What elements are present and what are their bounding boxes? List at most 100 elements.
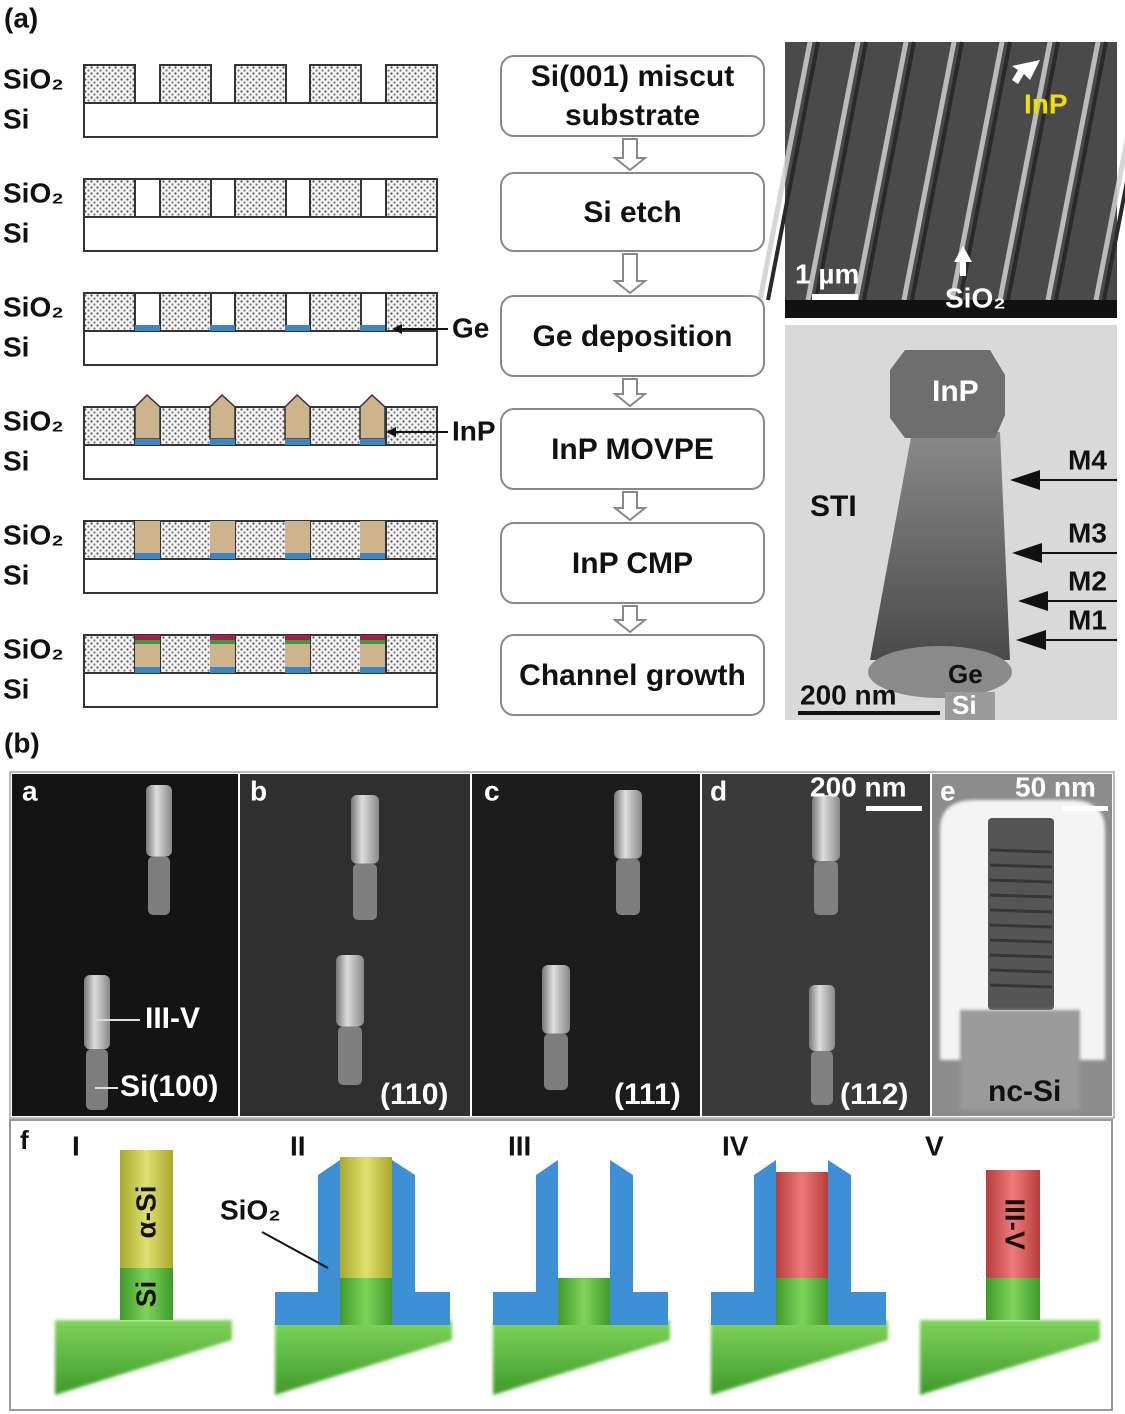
ge-layer xyxy=(285,439,310,445)
oxide-block xyxy=(309,406,362,446)
oxide-block xyxy=(83,178,136,218)
ge-layer xyxy=(285,667,310,673)
nanowire xyxy=(614,790,642,859)
sem-fin xyxy=(757,41,813,301)
nanowire-base xyxy=(811,1051,833,1105)
asi-pillar xyxy=(340,1157,392,1278)
sem-label: InP xyxy=(1024,88,1068,119)
scale-bar xyxy=(812,294,858,300)
oxide-wall xyxy=(392,1160,415,1325)
oxide-block xyxy=(385,292,438,332)
sem-fin xyxy=(853,41,909,301)
layer-label: III-V xyxy=(1000,1198,1031,1250)
scale-bar xyxy=(798,711,940,715)
inp-fill xyxy=(360,643,385,667)
marker-head xyxy=(1018,591,1048,611)
nanowire-base xyxy=(86,1049,108,1110)
sem-fin xyxy=(1045,41,1101,301)
oxide-label: SiO₂ xyxy=(3,177,64,208)
image-label: c xyxy=(484,775,500,806)
step-numeral: I xyxy=(72,1130,80,1161)
sem-fin-shadow xyxy=(910,41,964,301)
tem-label: Ge xyxy=(948,659,983,689)
panel-label: (b) xyxy=(4,727,40,758)
si-substrate xyxy=(83,672,438,708)
nanowire xyxy=(84,975,110,1050)
inp-fill xyxy=(359,393,386,440)
oxide-label: SiO₂ xyxy=(3,633,64,664)
inp-fill xyxy=(285,643,310,667)
oxide-block xyxy=(234,406,287,446)
ge-layer xyxy=(135,325,160,331)
tem-defect xyxy=(989,893,1053,899)
oxide-block xyxy=(234,520,287,560)
oxide-block xyxy=(83,64,136,104)
tem-defect xyxy=(989,878,1053,884)
inp-fill xyxy=(210,521,235,553)
oxide-block xyxy=(159,406,212,446)
oxide-block xyxy=(234,634,287,674)
oxide-block xyxy=(309,292,362,332)
flow-arrow xyxy=(612,138,648,172)
layer-label: Si xyxy=(130,1281,161,1307)
asi-pillar xyxy=(120,1150,173,1268)
tem-defect xyxy=(989,953,1053,959)
oxide-wall xyxy=(610,1160,633,1325)
step-numeral: IV xyxy=(722,1130,749,1161)
image-label: a xyxy=(22,775,38,806)
scale-bar xyxy=(1062,806,1108,811)
iiiv-pillar xyxy=(986,1170,1040,1278)
process-step: InP MOVPE xyxy=(500,408,765,490)
process-step: Si(001) miscut substrate xyxy=(500,55,765,137)
inp-fill xyxy=(135,521,160,553)
cap-layer xyxy=(210,635,235,640)
nanowire xyxy=(542,965,570,1034)
oxide-wing xyxy=(392,1292,450,1325)
schematic-label: f xyxy=(20,1125,29,1155)
image-label: b xyxy=(250,775,267,806)
substrate-wedge xyxy=(275,1320,452,1395)
image-label: d xyxy=(710,775,727,806)
annotation: Ge xyxy=(452,312,489,343)
substrate-wedge xyxy=(920,1320,1100,1395)
sem-panel xyxy=(472,774,700,1116)
orientation-label: (110) xyxy=(380,1078,448,1111)
inp-fill xyxy=(210,643,235,667)
oxide-block xyxy=(385,64,438,104)
marker-head xyxy=(1012,543,1042,563)
si-substrate xyxy=(83,558,438,594)
process-step: Si etch xyxy=(500,172,765,252)
pointer-line xyxy=(261,1231,329,1269)
inp-fill xyxy=(134,393,161,440)
oxide-block xyxy=(159,634,212,674)
substrate-label: Si xyxy=(3,445,29,476)
sem-fin-shadow xyxy=(1006,41,1060,301)
orientation-label: (112) xyxy=(840,1078,908,1111)
pointer-head xyxy=(392,324,402,334)
sem-fin-shadow xyxy=(862,41,916,301)
oxide-wall xyxy=(754,1160,776,1325)
ge-layer xyxy=(360,439,385,445)
process-step: InP CMP xyxy=(500,522,765,604)
oxide-block xyxy=(385,406,438,446)
cap-layer xyxy=(360,635,385,640)
step-numeral: II xyxy=(290,1130,306,1161)
step-numeral: III xyxy=(508,1130,531,1161)
step-numeral: V xyxy=(925,1130,944,1161)
material-label: nc-Si xyxy=(988,1075,1061,1108)
oxide-label: SiO₂ xyxy=(3,519,64,550)
sem-fin-shadow xyxy=(1054,41,1108,301)
sem-fin xyxy=(805,41,861,301)
oxide-block xyxy=(309,178,362,218)
channel-layer xyxy=(135,639,160,644)
scale-bar xyxy=(866,806,922,811)
process-step: Ge deposition xyxy=(500,295,765,377)
oxide-block xyxy=(309,520,362,560)
marker-label: M3 xyxy=(1068,517,1107,548)
nanowire-base xyxy=(148,856,170,915)
sem-label: 1 µm xyxy=(795,258,859,289)
substrate-wedge xyxy=(55,1320,232,1395)
substrate-wedge xyxy=(711,1320,888,1395)
ge-layer xyxy=(135,667,160,673)
oxide-block xyxy=(159,64,212,104)
